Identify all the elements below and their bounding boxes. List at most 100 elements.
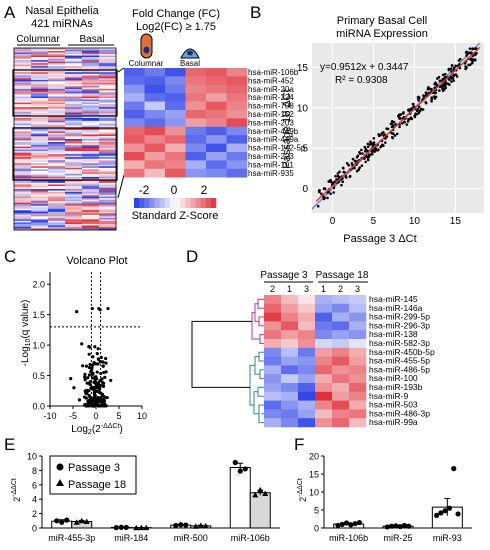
chart-b-point — [334, 174, 337, 178]
chart-d-cell — [315, 347, 333, 357]
chart-e-point — [54, 518, 60, 524]
big-heatmap-cell — [31, 226, 49, 229]
big-heatmap — [12, 47, 118, 231]
big-heatmap-cell — [65, 60, 83, 62]
big-heatmap-cell — [82, 128, 100, 131]
big-heatmap-cell — [99, 58, 117, 61]
big-heatmap-cell — [31, 219, 49, 222]
zoom-mirna-label: hsa-miR-191 — [248, 160, 294, 169]
chart-d-cell — [315, 312, 333, 322]
big-heatmap-cell — [48, 66, 66, 69]
chart-e-point — [123, 524, 129, 531]
chart-d-cell — [349, 347, 367, 357]
chart-d-cell — [264, 295, 282, 305]
big-heatmap-cell — [99, 125, 117, 128]
zoom-heatmap-cell — [165, 143, 186, 153]
big-heatmap-cell — [65, 49, 83, 52]
zoom-bracket-bottom — [117, 174, 125, 199]
big-heatmap-cell — [48, 172, 66, 175]
chart-c-point — [104, 370, 108, 374]
big-heatmap-cell — [82, 208, 100, 211]
chart-b-point — [335, 178, 338, 181]
big-heatmap-cell — [48, 48, 66, 50]
chart-b-point — [422, 94, 425, 97]
big-heatmap-cell — [99, 87, 117, 90]
chart-b-point — [430, 97, 433, 101]
big-heatmap-cell — [14, 213, 32, 216]
big-heatmap-cell — [31, 193, 49, 196]
big-heatmap-cell — [48, 117, 66, 120]
big-heatmap-cell — [48, 140, 66, 143]
big-heatmap-cell — [48, 55, 66, 58]
big-heatmap-cell — [31, 66, 49, 69]
chart-b-point — [360, 148, 363, 152]
panel-letter-b: B — [250, 3, 261, 22]
big-heatmap-cell — [31, 82, 49, 85]
big-heatmap-cell — [14, 76, 32, 79]
big-heatmap-cell — [48, 155, 66, 158]
big-heatmap-cell — [31, 211, 49, 214]
chart-e-ytick-label: 2 — [32, 509, 37, 519]
big-heatmap-cell — [48, 70, 66, 73]
big-heatmap-cell — [82, 87, 100, 90]
chart-d-column-label: 3 — [355, 284, 360, 294]
chart-b-point — [426, 87, 430, 91]
chart-d-cell — [264, 383, 282, 393]
big-heatmap-cell — [31, 87, 49, 90]
big-heatmap-cell — [99, 207, 117, 210]
chart-b-point — [340, 183, 343, 187]
big-heatmap-cell — [99, 148, 117, 150]
big-heatmap-cell — [14, 186, 32, 188]
big-heatmap-cell — [99, 101, 117, 103]
big-heatmap-cell — [65, 82, 83, 85]
big-heatmap-cell — [65, 122, 83, 125]
chart-d-dendrogram-branch — [258, 316, 264, 327]
scale-bar-step — [164, 198, 171, 208]
big-heatmap-cell — [14, 78, 32, 81]
chart-d-cell — [281, 400, 299, 410]
big-heatmap-cell — [14, 90, 32, 93]
chart-d-cell — [281, 409, 299, 419]
chart-d-cell — [298, 339, 316, 349]
big-heatmap-cell — [31, 166, 49, 169]
chart-d-cell — [264, 400, 282, 410]
big-heatmap-cell — [99, 142, 117, 144]
zoom-heatmap-cell — [185, 135, 207, 144]
chart-d-cell — [332, 347, 350, 357]
big-heatmap-cell — [31, 210, 49, 213]
big-heatmap-cell — [99, 110, 117, 112]
big-heatmap-cell — [82, 142, 100, 144]
chart-d-cell — [264, 312, 282, 322]
chart-b-point — [392, 132, 395, 136]
zoom-heatmap-cell — [124, 143, 145, 153]
big-heatmap-cell — [31, 116, 49, 119]
big-heatmap-cell — [99, 152, 117, 155]
big-heatmap-cell — [14, 193, 32, 196]
big-heatmap-cell — [48, 88, 66, 91]
chart-b-point — [443, 72, 447, 76]
big-heatmap-cell — [82, 82, 100, 85]
big-heatmap-cell — [31, 110, 49, 112]
big-heatmap-cell — [82, 202, 100, 205]
chart-d-cell — [315, 409, 333, 419]
big-heatmap-cell — [31, 189, 49, 191]
big-heatmap-cell — [65, 155, 83, 158]
big-heatmap-cell — [99, 143, 117, 146]
big-heatmap-cell — [14, 57, 32, 59]
zoom-heatmap-cell — [165, 135, 186, 144]
big-heatmap-cell — [65, 91, 83, 94]
panel-c: Volcano Plot 0.0 0.5 1.0 1.5 2.0 -10 -5 0 5 10 Lo… — [20, 255, 147, 436]
big-heatmap-cell — [82, 96, 100, 99]
chart-b-point — [329, 192, 333, 196]
big-heatmap-cell — [31, 149, 49, 152]
chart-d-cell — [349, 391, 367, 401]
big-heatmap-cell — [31, 151, 49, 153]
big-heatmap-cell — [99, 145, 117, 147]
big-heatmap-cell — [82, 117, 100, 120]
panel-a: Nasal Epithelia 421 miRNAs Columnar Basa… — [12, 5, 306, 231]
big-heatmap-cell — [31, 175, 49, 178]
big-heatmap-cell — [82, 173, 100, 176]
big-heatmap-cell — [99, 128, 117, 131]
chart-d-cell — [281, 339, 299, 349]
chart-b-point — [473, 47, 477, 50]
